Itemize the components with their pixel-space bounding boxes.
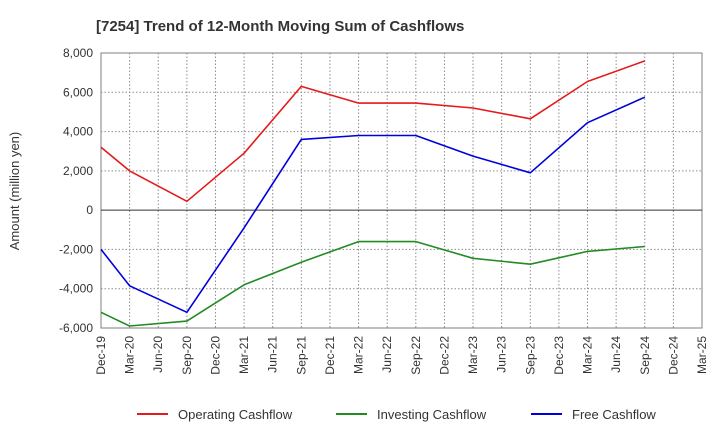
x-tick-label: Sep-24 xyxy=(638,336,652,375)
x-tick-label: Dec-21 xyxy=(323,336,337,375)
investing-cashflow-line xyxy=(100,240,645,327)
y-axis-ticks: -6,000 -4,000 -2,000 0 2,000 4,000 6,000 8,000 xyxy=(59,46,93,335)
x-axis-ticks: Dec-19 Mar-20 Jun-20 Sep-20 Dec-20 Mar-21 Jun-… xyxy=(94,336,709,375)
x-tick-label: Dec-22 xyxy=(437,336,451,375)
x-tick-label: Mar-23 xyxy=(466,336,480,374)
legend-label-free-cashflow: Free Cashflow xyxy=(572,407,656,422)
operating-cashflow-line xyxy=(100,60,646,203)
y-tick-label: 0 xyxy=(86,203,93,217)
y-tick-label: -2,000 xyxy=(59,242,93,256)
x-tick-label: Sep-21 xyxy=(294,336,308,375)
x-tick-label: Jun-20 xyxy=(151,336,165,373)
y-tick-label: 2,000 xyxy=(63,164,93,178)
x-tick-label: Mar-22 xyxy=(352,336,366,374)
x-tick-label: Mar-20 xyxy=(123,336,137,374)
x-tick-label: Jun-22 xyxy=(380,336,394,373)
x-tick-label: Jun-23 xyxy=(495,336,509,373)
x-tick-label: Mar-25 xyxy=(695,336,709,374)
x-tick-label: Dec-23 xyxy=(552,336,566,375)
x-tick-label: Sep-22 xyxy=(409,336,423,375)
x-tick-label: Dec-24 xyxy=(666,336,680,375)
y-tick-label: 4,000 xyxy=(63,125,93,139)
x-tick-label: Jun-21 xyxy=(266,336,280,373)
x-tick-label: Mar-24 xyxy=(581,336,595,374)
x-tick-label: Sep-23 xyxy=(523,336,537,375)
free-cashflow-line xyxy=(100,96,646,314)
x-tick-label: Mar-21 xyxy=(237,336,251,374)
legend: Operating Cashflow Investing Cashflow Free… xyxy=(137,407,656,422)
series-lines xyxy=(100,60,646,327)
y-tick-label: -4,000 xyxy=(59,282,93,296)
y-tick-label: -6,000 xyxy=(59,321,93,335)
x-tick-label: Dec-19 xyxy=(94,336,108,375)
legend-label-investing-cashflow: Investing Cashflow xyxy=(377,407,487,422)
y-tick-label: 6,000 xyxy=(63,85,93,99)
x-tick-label: Dec-20 xyxy=(208,336,222,375)
x-tick-label: Jun-24 xyxy=(609,336,623,373)
chart-title: [7254] Trend of 12-Month Moving Sum of C… xyxy=(96,18,464,35)
legend-label-operating-cashflow: Operating Cashflow xyxy=(178,407,293,422)
x-tick-label: Sep-20 xyxy=(180,336,194,375)
plot-area xyxy=(100,52,703,329)
y-tick-label: 8,000 xyxy=(63,46,93,60)
y-axis-label: Amount (million yen) xyxy=(7,132,22,251)
